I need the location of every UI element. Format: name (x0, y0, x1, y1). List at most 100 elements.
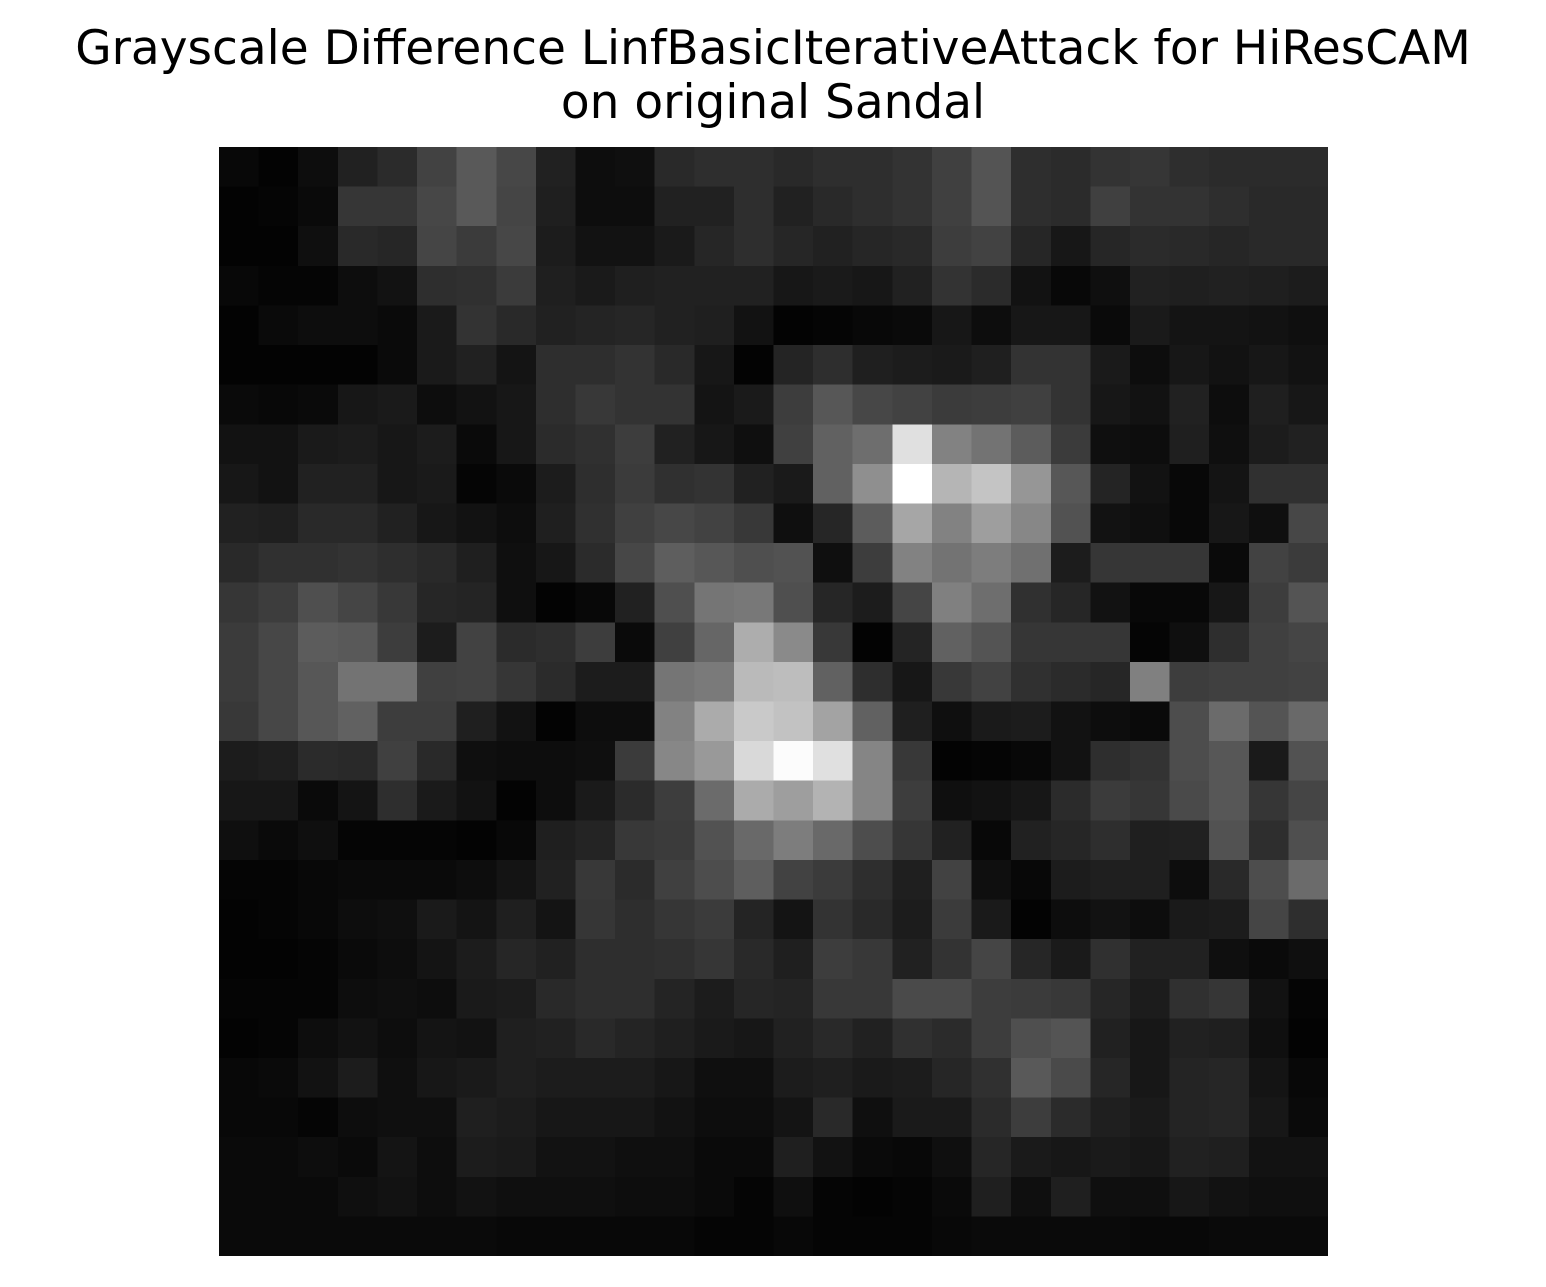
heatmap-cell-r20-c7 (496, 939, 537, 980)
heatmap-cell-r16-c21 (1050, 780, 1091, 821)
heatmap-cell-r25-c26 (1248, 1137, 1289, 1178)
heatmap-cell-r23-c3 (337, 1057, 379, 1099)
heatmap-cell-r14-c9 (575, 701, 616, 742)
heatmap-cell-r24-c27 (1288, 1097, 1328, 1138)
heatmap-cell-r18-c20 (1011, 859, 1052, 901)
heatmap-cell-r20-c12 (694, 939, 735, 980)
heatmap-cell-r9-c3 (337, 503, 379, 544)
heatmap-cell-r13-c25 (1209, 661, 1250, 703)
heatmap-cell-r7-c15 (813, 424, 854, 465)
heatmap-cell-r9-c4 (377, 503, 418, 544)
heatmap-cell-r12-c12 (694, 622, 735, 663)
heatmap-cell-r14-c22 (1090, 701, 1131, 742)
heatmap-cell-r13-c19 (971, 661, 1012, 703)
heatmap-cell-r8-c2 (298, 463, 339, 505)
heatmap-cell-r12-c17 (892, 622, 933, 663)
heatmap-cell-r11-c27 (1288, 582, 1328, 623)
heatmap-cell-r11-c9 (575, 582, 616, 623)
heatmap-cell-r4-c12 (694, 305, 735, 346)
heatmap-cell-r16-c27 (1288, 780, 1328, 821)
heatmap-cell-r5-c24 (1169, 345, 1210, 386)
heatmap-cell-r5-c14 (773, 345, 814, 386)
heatmap-cell-r22-c19 (971, 1018, 1012, 1059)
heatmap-cell-r26-c17 (892, 1176, 933, 1217)
heatmap-cell-r13-c20 (1011, 661, 1052, 703)
heatmap-cell-r6-c4 (377, 384, 418, 425)
heatmap-cell-r5-c19 (971, 345, 1012, 386)
heatmap-cell-r19-c1 (258, 899, 299, 940)
heatmap-cell-r17-c24 (1169, 820, 1210, 861)
heatmap-cell-r19-c17 (892, 899, 933, 940)
heatmap-cell-r2-c4 (377, 226, 418, 267)
heatmap-cell-r2-c14 (773, 226, 814, 267)
heatmap-cell-r5-c25 (1209, 345, 1250, 386)
heatmap-cell-r25-c20 (1011, 1137, 1052, 1178)
heatmap-cell-r6-c8 (535, 384, 577, 425)
heatmap-cell-r22-c27 (1288, 1018, 1328, 1059)
heatmap-cell-r26-c3 (337, 1176, 379, 1217)
heatmap-cell-r10-c15 (813, 543, 854, 584)
heatmap-cell-r3-c9 (575, 265, 616, 307)
heatmap-cell-r6-c12 (694, 384, 735, 425)
heatmap-cell-r4-c26 (1248, 305, 1289, 346)
heatmap-cell-r22-c15 (813, 1018, 854, 1059)
heatmap-cell-r18-c3 (337, 859, 379, 901)
heatmap-cell-r15-c16 (852, 741, 893, 782)
heatmap-cell-r12-c22 (1090, 622, 1131, 663)
heatmap-cell-r3-c17 (892, 265, 933, 307)
heatmap-cell-r6-c16 (852, 384, 893, 425)
heatmap-cell-r20-c13 (733, 939, 775, 980)
heatmap-cell-r19-c14 (773, 899, 814, 940)
heatmap-cell-r3-c8 (535, 265, 577, 307)
heatmap-cell-r23-c7 (496, 1057, 537, 1099)
heatmap-cell-r12-c11 (654, 622, 695, 663)
heatmap-cell-r13-c15 (813, 661, 854, 703)
heatmap-cell-r8-c27 (1288, 463, 1328, 505)
heatmap-cell-r19-c26 (1248, 899, 1289, 940)
heatmap-cell-r14-c21 (1050, 701, 1091, 742)
heatmap-cell-r4-c20 (1011, 305, 1052, 346)
heatmap-cell-r10-c22 (1090, 543, 1131, 584)
heatmap-cell-r2-c5 (417, 226, 458, 267)
heatmap-cell-r17-c14 (773, 820, 814, 861)
heatmap-cell-r15-c17 (892, 741, 933, 782)
heatmap-cell-r6-c6 (456, 384, 497, 425)
heatmap-cell-r25-c19 (971, 1137, 1012, 1178)
heatmap-cell-r6-c2 (298, 384, 339, 425)
heatmap-cell-r16-c9 (575, 780, 616, 821)
heatmap-cell-r1-c15 (813, 186, 854, 227)
heatmap-cell-r26-c19 (971, 1176, 1012, 1217)
heatmap-cell-r3-c14 (773, 265, 814, 307)
heatmap-cell-r0-c25 (1209, 147, 1250, 188)
heatmap-cell-r6-c10 (615, 384, 656, 425)
heatmap-cell-r4-c15 (813, 305, 854, 346)
heatmap-cell-r25-c4 (377, 1137, 418, 1178)
heatmap-cell-r5-c8 (535, 345, 577, 386)
heatmap-cell-r24-c8 (535, 1097, 577, 1138)
heatmap-cell-r14-c14 (773, 701, 814, 742)
heatmap-cell-r21-c22 (1090, 978, 1131, 1019)
heatmap-cell-r0-c21 (1050, 147, 1091, 188)
heatmap-cell-r9-c16 (852, 503, 893, 544)
heatmap-cell-r24-c22 (1090, 1097, 1131, 1138)
heatmap-cell-r18-c17 (892, 859, 933, 901)
heatmap-cell-r0-c23 (1129, 147, 1171, 188)
heatmap-cell-r22-c0 (219, 1018, 260, 1059)
heatmap-cell-r22-c10 (615, 1018, 656, 1059)
heatmap-cell-r1-c7 (496, 186, 537, 227)
heatmap-cell-r10-c16 (852, 543, 893, 584)
heatmap-cell-r1-c0 (219, 186, 260, 227)
heatmap-cell-r0-c19 (971, 147, 1012, 188)
heatmap-cell-r19-c19 (971, 899, 1012, 940)
heatmap-cell-r2-c9 (575, 226, 616, 267)
heatmap-cell-r13-c3 (337, 661, 379, 703)
heatmap-cell-r19-c11 (654, 899, 695, 940)
heatmap-cell-r4-c1 (258, 305, 299, 346)
heatmap-cell-r7-c19 (971, 424, 1012, 465)
heatmap-cell-r18-c27 (1288, 859, 1328, 901)
heatmap-cell-r6-c0 (219, 384, 260, 425)
heatmap-cell-r27-c14 (773, 1216, 814, 1256)
heatmap-cell-r23-c17 (892, 1057, 933, 1099)
heatmap-cell-r26-c13 (733, 1176, 775, 1217)
heatmap-cell-r11-c15 (813, 582, 854, 623)
